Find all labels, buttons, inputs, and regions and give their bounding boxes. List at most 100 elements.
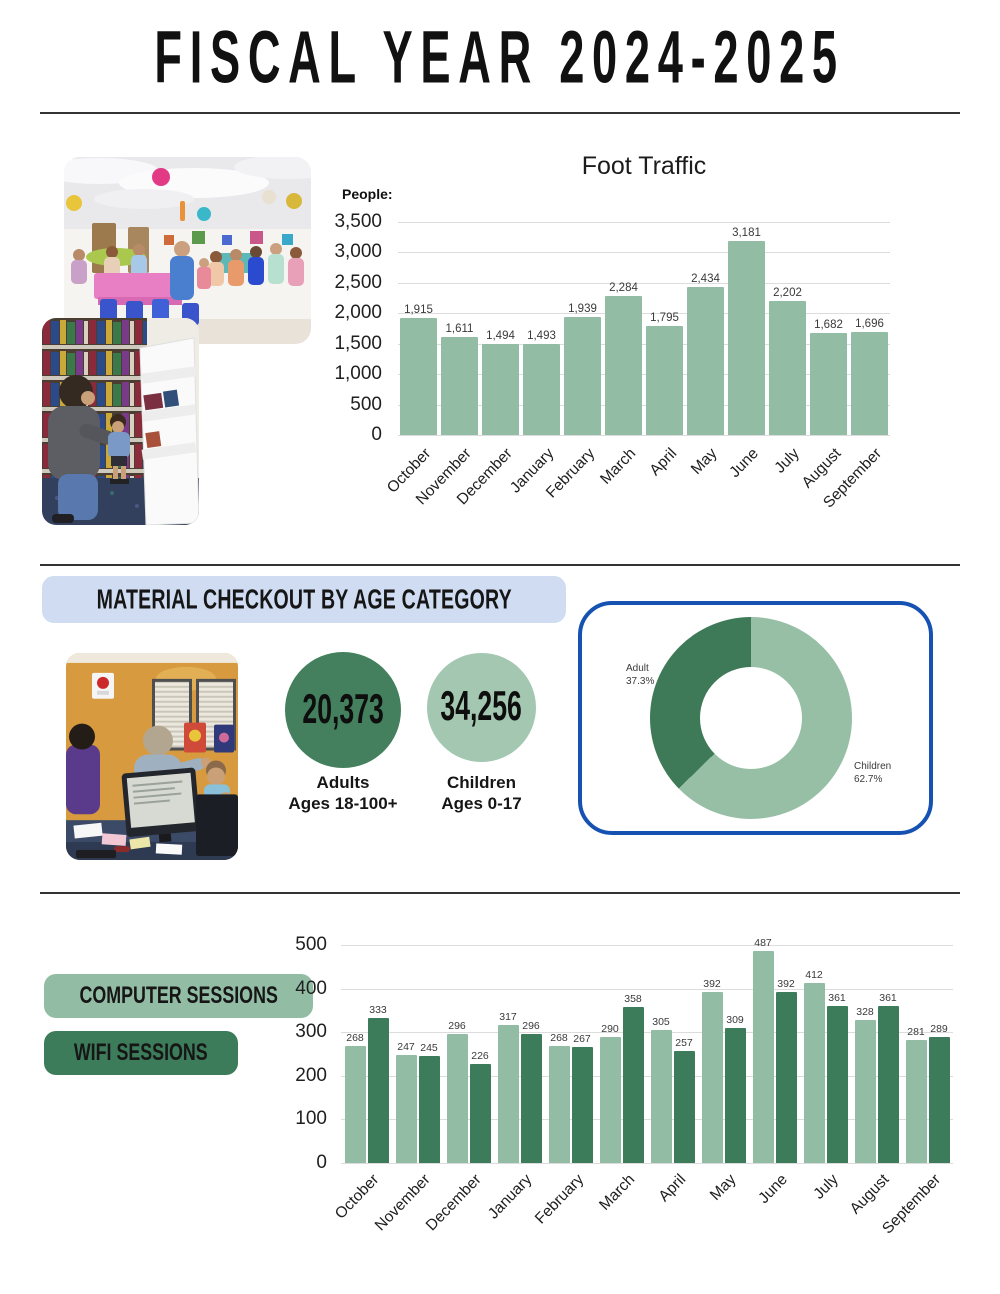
y-tick-label: 1,000 [334, 363, 382, 385]
bar-value-label: 392 [703, 978, 721, 991]
bar: 392 [701, 978, 723, 1163]
page-title-text: FISCAL YEAR 2024-2025 [154, 15, 846, 100]
bar-group: 305 257 [647, 945, 698, 1163]
x-tick: May [685, 439, 726, 531]
x-tick: April [647, 1165, 698, 1275]
checkout-donut-card: Adult 37.3% Children 62.7% [578, 601, 933, 835]
child-at-bookshelf-photo [42, 318, 199, 525]
bar-value-label: 358 [624, 992, 642, 1005]
bar-value-label: 361 [828, 991, 846, 1004]
children-caption: Children Ages 0-17 [415, 772, 548, 814]
bar: 290 [599, 1023, 621, 1163]
y-tick-label: 0 [316, 1152, 327, 1173]
computer-sessions-legend: COMPUTER SESSIONS [44, 974, 314, 1018]
bar-value-label: 317 [499, 1010, 517, 1023]
section-divider [40, 892, 960, 894]
bar-value-label: 281 [907, 1026, 925, 1039]
bar: 1,696 [851, 318, 888, 435]
bar-value-label: 392 [777, 978, 795, 991]
bar-group: 268 333 [341, 945, 392, 1163]
bar: 296 [520, 1020, 542, 1163]
gridline [398, 404, 890, 406]
bar-value-label: 1,696 [855, 317, 884, 330]
y-tick-label: 200 [295, 1064, 327, 1086]
bar: 281 [905, 1026, 927, 1163]
sessions-y-axis: 500 400 300 200 100 0 [295, 934, 335, 1173]
adults-checkout-value: 20,373 [302, 686, 384, 733]
bar-value-label: 305 [652, 1016, 670, 1029]
y-tick-label: 2,500 [334, 271, 382, 293]
x-tick: July [800, 1165, 851, 1275]
bar: 361 [877, 992, 899, 1163]
checkout-donut-chart [650, 617, 852, 819]
section-divider [40, 564, 960, 566]
bar-value-label: 247 [397, 1041, 415, 1054]
foot-traffic-plot: 1,915 1,611 1,494 1,493 1,939 2,284 1,795 2,434… [398, 222, 890, 436]
library-program-crowd-photo [64, 157, 311, 344]
section-divider [40, 112, 960, 114]
bar-value-label: 333 [369, 1003, 387, 1016]
y-tick-label: 500 [350, 393, 382, 415]
x-tick: December [423, 1165, 494, 1275]
bar: 257 [673, 1037, 695, 1163]
x-tick: March [596, 1165, 647, 1275]
bar-group: 247 245 [392, 945, 443, 1163]
y-tick-label: 0 [371, 424, 382, 445]
x-tick: May [698, 1165, 749, 1275]
bar-group: 412 361 [800, 945, 851, 1163]
gridline [398, 435, 890, 436]
x-tick-label: March [595, 1171, 638, 1214]
bar-group: 1,493 [521, 222, 562, 435]
bar: 247 [395, 1041, 417, 1163]
x-tick-label: March [596, 445, 640, 488]
y-tick-label: 2,000 [334, 302, 382, 324]
bar: 487 [752, 937, 774, 1163]
donut-children-label-pct: 62.7% [854, 773, 883, 785]
donut-adult-label: Adult 37.3% [626, 663, 654, 688]
sessions-x-axis: October November December January February Ma… [332, 1165, 953, 1275]
gridline [341, 1032, 953, 1034]
bar: 267 [571, 1033, 593, 1163]
y-tick-label: 100 [295, 1108, 327, 1130]
bar-value-label: 2,434 [691, 272, 720, 285]
x-tick-label: May [707, 1171, 740, 1204]
adults-checkout-stat-circle: 20,373 [285, 652, 401, 768]
bar-value-label: 290 [601, 1022, 619, 1035]
x-tick: September [820, 439, 890, 531]
bar-value-label: 1,494 [486, 330, 515, 343]
bar-group: 1,611 [439, 222, 480, 435]
bar: 1,939 [564, 303, 601, 435]
bar-value-label: 1,611 [445, 322, 474, 335]
bar: 226 [469, 1050, 491, 1163]
material-checkout-heading: MATERIAL CHECKOUT BY AGE CATEGORY [42, 576, 567, 623]
gridline [398, 343, 890, 345]
x-tick-label: April [646, 445, 681, 480]
bar: 1,494 [482, 330, 519, 435]
bar-value-label: 268 [346, 1032, 364, 1045]
x-tick: June [726, 439, 767, 531]
bar: 328 [854, 1006, 876, 1163]
bar-value-label: 1,939 [568, 303, 597, 315]
bar: 317 [497, 1011, 519, 1163]
bar: 2,284 [605, 282, 642, 435]
computer-sessions-legend-text: COMPUTER SESSIONS [79, 982, 278, 1009]
bar-group: 317 296 [494, 945, 545, 1163]
bar: 2,202 [769, 287, 806, 435]
bar-value-label: 328 [856, 1006, 874, 1018]
bar-value-label: 487 [754, 936, 772, 949]
children-caption-line2: Ages 0-17 [441, 794, 522, 813]
bar-group: 281 289 [902, 945, 953, 1163]
y-tick-label: 1,500 [334, 332, 382, 354]
gridline [398, 313, 890, 315]
bar-value-label: 226 [471, 1050, 489, 1063]
bar-value-label: 2,202 [773, 287, 802, 299]
material-checkout-heading-text: MATERIAL CHECKOUT BY AGE CATEGORY [96, 583, 512, 615]
bar-group: 392 309 [698, 945, 749, 1163]
bar-value-label: 361 [879, 991, 897, 1004]
sessions-plot: 268 333 247 245 296 226 317 296 268 267 290 358 305 2… [341, 937, 953, 1164]
x-tick: March [597, 439, 644, 531]
bar-group: 328 361 [851, 945, 902, 1163]
y-tick-label: 400 [295, 977, 327, 999]
x-tick: September [879, 1165, 953, 1275]
